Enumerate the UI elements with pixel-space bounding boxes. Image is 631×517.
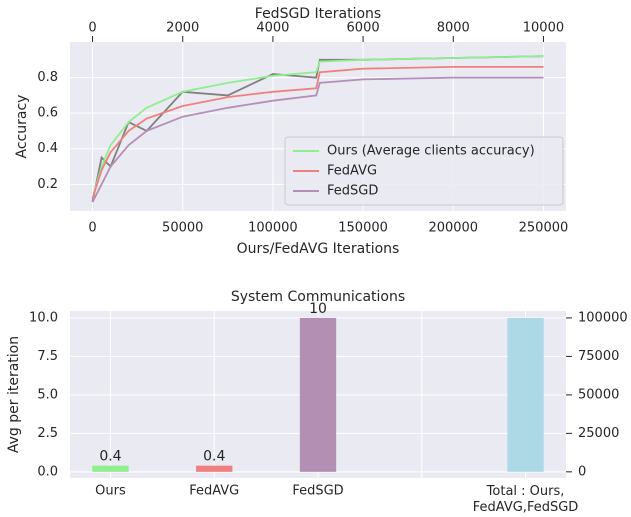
x2-tick-label: 4000 — [256, 21, 289, 36]
y2-tick-label: 0 — [578, 464, 586, 479]
y2-tick-label: 50000 — [578, 387, 619, 402]
line — [91, 76, 544, 203]
legend — [284, 136, 564, 206]
x-tick-label: 250000 — [519, 221, 569, 236]
legend-label: FedSGD — [327, 184, 378, 199]
line — [91, 66, 544, 199]
x-tick-label: FedAVG — [189, 484, 239, 499]
data-label: 0.4 — [203, 449, 225, 465]
y-tick-label: 0.0 — [37, 464, 58, 479]
y-tick-label: 2.5 — [37, 426, 58, 441]
data-label: 0.4 — [99, 449, 121, 465]
y-tick-label: 10.0 — [29, 310, 58, 325]
x-tick-label: 100000 — [248, 221, 298, 236]
bar — [507, 317, 544, 472]
bar — [92, 465, 129, 472]
y-tick-label: 0.8 — [37, 70, 58, 85]
y-tick-label: 0.4 — [37, 141, 58, 156]
line — [91, 55, 544, 199]
y-tick-label: 7.5 — [37, 349, 58, 364]
x2-axis-label: FedSGD Iterations — [255, 6, 381, 22]
x-tick-label: 50000 — [162, 221, 203, 236]
x-tick-label: FedSGD — [292, 484, 343, 499]
x2-tick-label: 2000 — [166, 21, 199, 36]
y-tick-label: 5.0 — [37, 387, 58, 402]
legend-label: Ours (Average clients accuracy) — [327, 144, 535, 159]
y-axis-label: Accuracy — [14, 95, 30, 159]
y-tick-label: 0.6 — [37, 106, 58, 121]
x-axis-label: Ours/FedAVG Iterations — [237, 241, 400, 257]
y-axis-label: Avg per iteration — [6, 336, 22, 453]
data-label: 10 — [309, 301, 327, 317]
x2-tick-label: 8000 — [437, 21, 470, 36]
x2-tick-label: 0 — [88, 21, 96, 36]
x-tick-label: 0 — [88, 221, 96, 236]
x2-tick-label: 6000 — [347, 21, 380, 36]
y2-tick-label: 25000 — [578, 426, 619, 441]
y-tick-label: 0.2 — [37, 177, 58, 192]
x-tick-label: Ours — [95, 484, 126, 499]
x-tick-label: 150000 — [338, 221, 388, 236]
x-tick-label: Total : Ours, FedAVG,FedSGD — [473, 484, 579, 515]
legend-label: FedAVG — [327, 164, 377, 179]
y2-tick-label: 75000 — [578, 349, 619, 364]
x-tick-label: 200000 — [428, 221, 478, 236]
y2-tick-label: 100000 — [578, 310, 628, 325]
chart-title: System Communications — [231, 289, 405, 305]
bar — [299, 317, 337, 472]
x2-tick-label: 10000 — [523, 21, 564, 36]
bar — [196, 465, 233, 472]
